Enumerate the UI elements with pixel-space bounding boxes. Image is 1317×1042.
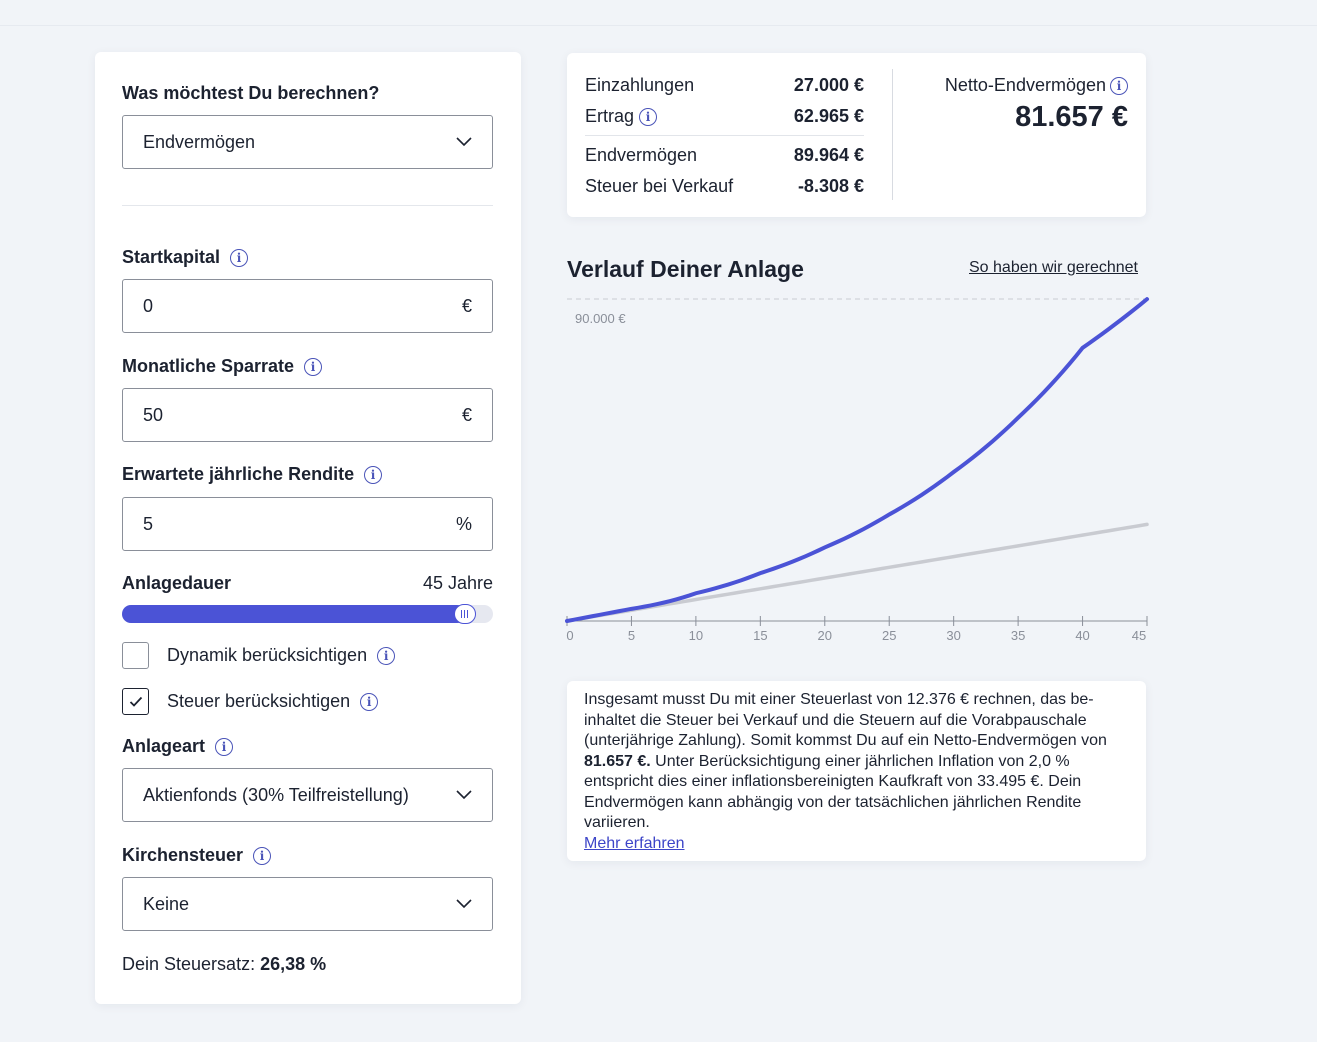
info-text-1: Insgesamt musst Du mit einer Steuerlast …: [584, 691, 1107, 749]
einzahlungen-label: Einzahlungen: [585, 75, 695, 95]
chart-series: [565, 297, 1149, 623]
slider-fill: [122, 605, 466, 623]
info-icon[interactable]: i: [253, 846, 272, 865]
steuer-verkauf-row: Steuer bei Verkauf -8.308 €: [585, 176, 864, 197]
x-tick-label: 5: [628, 628, 635, 643]
chart-title: Verlauf Deiner Anlage: [567, 256, 804, 282]
steuer-label: Steuer berücksichtigen: [167, 691, 351, 711]
netto-label: Netto-Endvermögen i: [945, 75, 1128, 96]
info-icon[interactable]: i: [639, 107, 658, 126]
calculation-method-link[interactable]: So haben wir gerechnet: [969, 259, 1138, 276]
anlageart-value: Aktienfonds (30% Teilfreistellung): [143, 784, 409, 805]
summary-divider: [585, 135, 864, 136]
einzahlungen-value: 27.000 €: [793, 75, 864, 95]
einzahlungen-row: Einzahlungen 27.000 €: [585, 75, 864, 96]
anlageart-select[interactable]: Aktienfonds (30% Teilfreistellung): [122, 768, 493, 822]
x-axis-ticks: 0 5 10 15 20 25 30 35 40 45: [566, 616, 1148, 643]
endvermoegen-row: Endvermögen 89.964 €: [585, 145, 864, 166]
steuer-option[interactable]: Steuer berücksichtigen i: [122, 688, 379, 715]
x-tick-label: 25: [882, 628, 896, 643]
sparrate-input[interactable]: 50 €: [122, 388, 493, 442]
rendite-label: Erwartete jährliche Rendite i: [122, 464, 383, 485]
sparrate-value: 50: [143, 404, 164, 425]
calculator-form-card: Was möchtest Du berechnen? Endvermögen S…: [95, 52, 521, 1004]
kirchensteuer-label: Kirchensteuer i: [122, 845, 272, 866]
x-tick-label: 0: [566, 628, 573, 643]
steuer-verkauf-label: Steuer bei Verkauf: [585, 176, 734, 196]
anlagedauer-slider[interactable]: [122, 604, 493, 624]
chevron-down-icon: [456, 137, 472, 147]
endvermoegen-value: 89.964 €: [793, 145, 864, 165]
x-tick-label: 35: [1011, 628, 1025, 643]
info-icon[interactable]: i: [364, 465, 383, 484]
dynamik-option[interactable]: Dynamik berücksichtigen i: [122, 642, 396, 669]
startkapital-label: Startkapital i: [122, 247, 249, 268]
calc-type-value: Endvermögen: [143, 131, 256, 152]
calc-type-select[interactable]: Endvermögen: [122, 115, 493, 169]
rendite-value: 5: [143, 513, 154, 534]
x-tick-label: 20: [818, 628, 832, 643]
steuer-checkbox[interactable]: [122, 688, 149, 715]
investment-chart: 90.000 € 0 5 10 15 20 25 30 35 40 45: [565, 297, 1149, 643]
endvermoegen-label: Endvermögen: [585, 145, 698, 165]
sparrate-label: Monatliche Sparrate i: [122, 356, 323, 377]
summary-card: Einzahlungen 27.000 € Ertrag i 62.965 € E…: [567, 53, 1146, 217]
form-divider: [122, 205, 493, 206]
slider-handle[interactable]: [453, 604, 476, 624]
x-tick-label: 10: [689, 628, 703, 643]
ertrag-label: Ertrag: [585, 106, 635, 126]
steuersatz-value: 26,38 %: [260, 954, 327, 974]
info-icon[interactable]: i: [377, 646, 396, 665]
dynamik-label: Dynamik berücksichtigen: [167, 645, 368, 665]
anlageart-label: Anlageart i: [122, 736, 234, 757]
kirchensteuer-select[interactable]: Keine: [122, 877, 493, 931]
y-max-label: 90.000 €: [575, 311, 626, 326]
ertrag-row: Ertrag i 62.965 €: [585, 106, 864, 127]
rendite-input[interactable]: 5 %: [122, 497, 493, 551]
checkmark-icon: [129, 696, 142, 707]
startkapital-input[interactable]: 0 €: [122, 279, 493, 333]
x-tick-label: 45: [1132, 628, 1146, 643]
dynamik-checkbox[interactable]: [122, 642, 149, 669]
info-text-2: Unter Berücksichtigung einer jährlichen …: [584, 752, 1082, 832]
x-tick-label: 40: [1075, 628, 1089, 643]
x-tick-label: 15: [753, 628, 767, 643]
kirchensteuer-value: Keine: [143, 893, 190, 914]
mehr-erfahren-link[interactable]: Mehr erfahren: [584, 834, 685, 852]
steuersatz-label: Dein Steuersatz:: [122, 954, 256, 974]
netto-value: 81.657 €: [1015, 101, 1128, 133]
steuer-verkauf-value: -8.308 €: [797, 176, 864, 196]
anlagedauer-label: Anlagedauer: [122, 573, 232, 593]
x-tick-label: 30: [946, 628, 960, 643]
chevron-down-icon: [456, 790, 472, 800]
tax-info-card: Insgesamt musst Du mit einer Steuerlast …: [567, 681, 1146, 861]
chevron-down-icon: [456, 899, 472, 909]
calc-question-label: Was möchtest Du berechnen?: [122, 83, 380, 103]
currency-unit: €: [461, 404, 472, 425]
info-icon[interactable]: i: [215, 737, 234, 756]
einzahlungen-series-line: [565, 522, 1149, 623]
info-text-bold: 81.657 €.: [584, 752, 651, 770]
endvermoegen-series-line: [565, 297, 1149, 623]
info-icon[interactable]: i: [230, 248, 249, 267]
info-icon[interactable]: i: [304, 357, 323, 376]
summary-vertical-divider: [892, 69, 893, 200]
anlagedauer-value: 45 Jahre: [422, 573, 493, 593]
currency-unit: €: [461, 295, 472, 316]
info-icon[interactable]: i: [360, 692, 379, 711]
top-divider: [0, 25, 1317, 26]
steuersatz-text: Dein Steuersatz: 26,38 %: [122, 954, 326, 975]
startkapital-value: 0: [143, 295, 154, 316]
info-icon[interactable]: i: [1110, 76, 1128, 95]
percent-unit: %: [455, 513, 472, 534]
ertrag-value: 62.965 €: [793, 106, 864, 126]
